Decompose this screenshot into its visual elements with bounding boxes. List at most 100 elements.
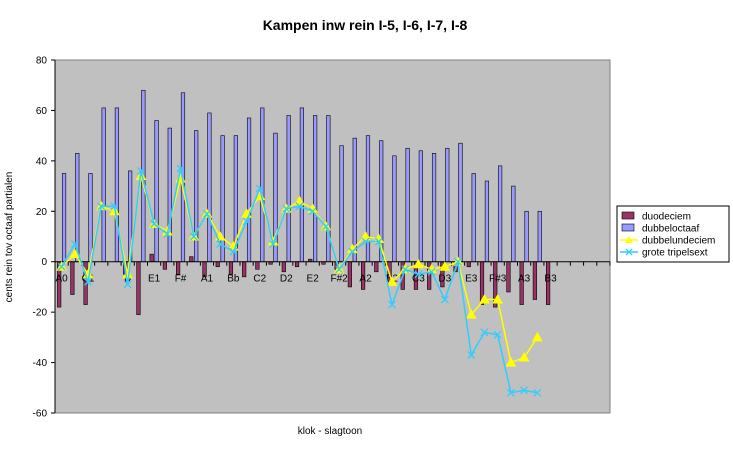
x-tick-label: F#3 <box>489 274 507 285</box>
x-tick-label: F# <box>175 274 187 285</box>
x-tick-label: E3 <box>465 274 478 285</box>
bar-dubbeloctaaf <box>498 165 503 263</box>
marker-grote-tripelsext <box>216 240 225 249</box>
legend-swatch-duodeciem <box>621 211 635 220</box>
bar-duodeciem <box>255 261 260 270</box>
bar-duodeciem <box>189 256 194 263</box>
x-tick-label: E1 <box>148 274 161 285</box>
marker-grote-tripelsext <box>269 240 277 249</box>
marker-grote-tripelsext <box>295 202 304 211</box>
bar-duodeciem <box>176 261 181 275</box>
legend: duodeciemdubbeloctaafdubbelundeciemgrote… <box>616 205 730 263</box>
marker-grote-tripelsext <box>493 330 502 339</box>
bar-duodeciem <box>532 261 537 300</box>
bar-dubbeloctaaf <box>511 185 516 263</box>
legend-swatch-dubbeloctaaf <box>621 223 635 232</box>
x-tick-label: C2 <box>253 274 266 285</box>
marker-dubbelundeciem <box>518 352 530 362</box>
y-axis-label: cents rein tov octaaf partialen <box>4 172 15 303</box>
y-tick-label: 80 <box>36 56 48 67</box>
x-tick-label: A3 <box>518 274 531 285</box>
bar-dubbeloctaaf <box>299 107 304 263</box>
marker-grote-tripelsext <box>255 184 264 193</box>
marker-grote-tripelsext <box>401 265 410 274</box>
x-tick-label: E2 <box>307 274 320 285</box>
bar-duodeciem <box>427 261 432 290</box>
bar-dubbeloctaaf <box>194 130 199 263</box>
marker-dubbelundeciem <box>69 248 81 259</box>
marker-grote-tripelsext <box>533 388 542 397</box>
bar-duodeciem <box>466 261 471 268</box>
x-tick-label: B3 <box>544 274 557 285</box>
marker-grote-tripelsext <box>123 280 132 289</box>
chart-title: Kampen inw rein I-5, I-6, I-7, I-8 <box>263 17 468 33</box>
bar-duodeciem <box>294 261 300 268</box>
y-tick-label: -40 <box>33 358 48 369</box>
marker-grote-tripelsext <box>136 166 145 175</box>
x-tick-label: A1 <box>201 274 214 285</box>
marker-grote-tripelsext <box>361 237 370 246</box>
y-tick-label: -20 <box>33 308 48 319</box>
marker-dubbelundeciem <box>531 331 543 342</box>
bar-duodeciem <box>374 261 379 273</box>
bar-dubbeloctaaf <box>246 117 252 263</box>
bar-dubbeloctaaf <box>167 127 172 263</box>
bar-dubbeloctaaf <box>524 210 529 263</box>
marker-grote-tripelsext <box>242 217 251 226</box>
x-tick-label: A0 <box>55 274 68 285</box>
marker-grote-tripelsext <box>427 267 436 276</box>
marker-grote-tripelsext <box>308 207 317 216</box>
marker-grote-tripelsext <box>348 247 357 256</box>
y-tick-label: -60 <box>33 409 48 420</box>
bar-duodeciem <box>149 253 154 263</box>
bar-dubbeloctaaf <box>207 112 212 263</box>
marker-grote-tripelsext <box>229 247 238 256</box>
bar-dubbeloctaaf <box>458 142 463 263</box>
bar-duodeciem <box>215 261 220 268</box>
y-tick-label: 20 <box>36 207 48 218</box>
marker-grote-tripelsext <box>520 386 529 395</box>
bar-duodeciem <box>136 261 141 315</box>
marker-dubbelundeciem <box>492 294 504 304</box>
marker-grote-tripelsext <box>414 270 423 279</box>
marker-grote-tripelsext <box>189 232 198 241</box>
bar-dubbeloctaaf <box>286 115 291 263</box>
marker-dubbelundeciem <box>479 294 490 304</box>
legend-label-grote-tripelsext: grote tripelsext <box>642 248 708 259</box>
legend-label-duodeciem: duodeciem <box>642 212 691 223</box>
bar-duodeciem <box>242 261 247 278</box>
marker-dubbelundeciem <box>413 258 424 269</box>
bar-duodeciem <box>506 261 511 293</box>
x-tick-label: D2 <box>280 274 293 285</box>
legend-label-dubbelundeciem: dubbelundeciem <box>642 236 715 247</box>
marker-grote-tripelsext <box>84 277 92 286</box>
marker-dubbelundeciem <box>360 230 371 241</box>
bar-dubbeloctaaf <box>154 120 159 263</box>
marker-dubbelundeciem <box>439 261 451 271</box>
legend-marker-grote-tripelsext <box>625 248 633 256</box>
marker-grote-tripelsext <box>163 230 172 238</box>
marker-dubbelundeciem <box>109 205 120 216</box>
marker-grote-tripelsext <box>388 300 396 309</box>
marker-grote-tripelsext <box>321 222 330 231</box>
marker-grote-tripelsext <box>506 388 515 397</box>
marker-dubbelundeciem <box>505 357 517 367</box>
bar-dubbeloctaaf <box>418 150 423 263</box>
bar-dubbeloctaaf <box>537 210 542 263</box>
bar-duodeciem <box>281 261 286 273</box>
bar-dubbeloctaaf <box>445 147 450 263</box>
legend-label-dubbeloctaaf: dubbeloctaaf <box>642 224 699 235</box>
bar-dubbeloctaaf <box>313 115 318 263</box>
marker-grote-tripelsext <box>110 202 119 211</box>
bar-dubbeloctaaf <box>392 155 397 263</box>
marker-grote-tripelsext <box>282 204 291 213</box>
marker-grote-tripelsext <box>480 328 489 337</box>
marker-grote-tripelsext <box>57 262 66 271</box>
marker-grote-tripelsext <box>150 219 159 228</box>
bar-dubbeloctaaf <box>61 173 67 263</box>
marker-grote-tripelsext <box>70 240 79 249</box>
bar-duodeciem <box>70 261 75 295</box>
plot-background <box>54 59 611 414</box>
bar-dubbeloctaaf <box>88 173 93 263</box>
